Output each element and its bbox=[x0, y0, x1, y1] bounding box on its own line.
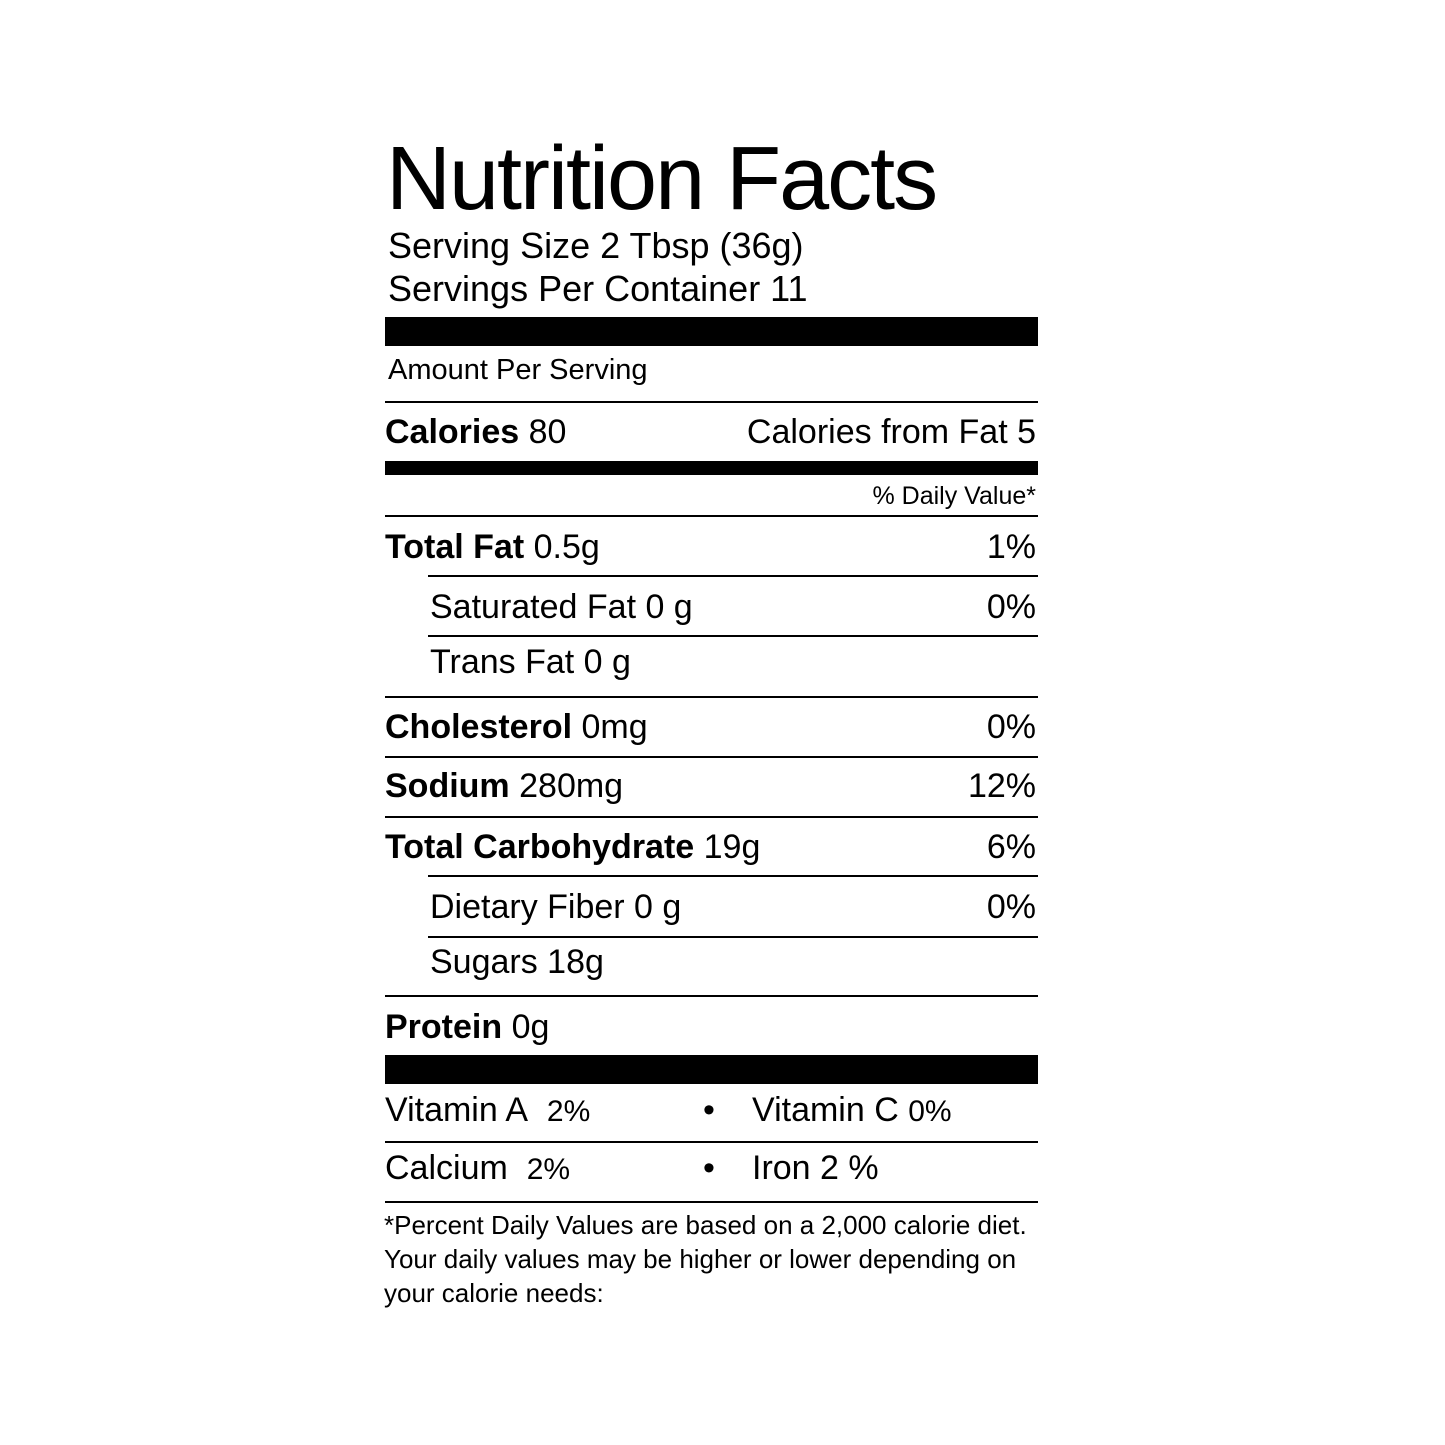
calories: Calories 80 bbox=[385, 415, 566, 449]
sodium-dv: 12% bbox=[967, 767, 1036, 805]
total-carbohydrate: Total Carbohydrate 19g bbox=[385, 830, 760, 864]
thick-divider bbox=[385, 1055, 1038, 1084]
divider bbox=[385, 401, 1038, 403]
servings-per-container: Servings Per Container 11 bbox=[388, 268, 808, 309]
nutrient-label: Total Fat bbox=[385, 528, 525, 566]
divider bbox=[385, 1141, 1038, 1143]
vitamin-c: Vitamin C 0% bbox=[752, 1093, 952, 1127]
medium-divider bbox=[385, 461, 1038, 475]
divider bbox=[385, 696, 1038, 698]
saturated-fat-dv: 0% bbox=[986, 588, 1036, 626]
calories-label: Calories bbox=[385, 413, 520, 451]
nutrient-label: Protein bbox=[385, 1008, 503, 1046]
nutrient-label: Cholesterol bbox=[385, 708, 573, 746]
divider bbox=[428, 575, 1038, 577]
bullet-icon: • bbox=[703, 1149, 715, 1187]
nutrient-value: 19g bbox=[703, 828, 761, 866]
divider bbox=[428, 635, 1038, 637]
calories-value: 80 bbox=[528, 413, 567, 451]
dietary-fiber: Dietary Fiber 0 g bbox=[430, 888, 682, 926]
iron: Iron 2 % bbox=[752, 1149, 879, 1187]
saturated-fat: Saturated Fat 0 g bbox=[430, 588, 693, 626]
sugars: Sugars 18g bbox=[430, 943, 604, 981]
vitamin-value: 2% bbox=[546, 1095, 591, 1128]
serving-size: Serving Size 2 Tbsp (36g) bbox=[388, 225, 804, 266]
vitamin-value: 0% bbox=[908, 1095, 952, 1128]
divider bbox=[385, 995, 1038, 997]
label-title: Nutrition Facts bbox=[386, 129, 938, 229]
nutrient-value: 0mg bbox=[581, 708, 648, 746]
thick-divider bbox=[385, 317, 1038, 346]
protein: Protein 0g bbox=[385, 1010, 549, 1044]
divider bbox=[385, 816, 1038, 818]
amount-per-serving: Amount Per Serving bbox=[388, 354, 648, 386]
vitamin-value: 2% bbox=[526, 1153, 571, 1186]
total-carbohydrate-dv: 6% bbox=[986, 828, 1036, 866]
cholesterol: Cholesterol 0mg bbox=[385, 710, 648, 744]
vitamin-a: Vitamin A 2% bbox=[385, 1093, 590, 1127]
calories-from-fat: Calories from Fat 5 bbox=[746, 413, 1036, 451]
dietary-fiber-dv: 0% bbox=[986, 888, 1036, 926]
total-fat-dv: 1% bbox=[986, 528, 1036, 566]
daily-value-header: % Daily Value* bbox=[872, 482, 1036, 510]
divider bbox=[385, 756, 1038, 758]
nutrient-label: Sodium bbox=[385, 767, 510, 805]
bullet-icon: • bbox=[703, 1091, 715, 1129]
nutrient-value: 0.5g bbox=[533, 528, 600, 566]
trans-fat: Trans Fat 0 g bbox=[430, 643, 631, 681]
vitamin-label: Vitamin A bbox=[385, 1091, 529, 1129]
nutrient-value: 0g bbox=[511, 1008, 550, 1046]
total-fat: Total Fat 0.5g bbox=[385, 530, 600, 564]
nutrient-value: 280mg bbox=[519, 767, 624, 805]
divider bbox=[385, 515, 1038, 517]
footnote: *Percent Daily Values are based on a 2,0… bbox=[384, 1210, 1027, 1308]
vitamin-label: Vitamin C bbox=[752, 1091, 899, 1129]
cholesterol-dv: 0% bbox=[986, 708, 1036, 746]
calcium: Calcium 2% bbox=[385, 1151, 570, 1185]
sodium: Sodium 280mg bbox=[385, 769, 623, 803]
vitamin-label: Calcium bbox=[385, 1149, 508, 1187]
divider bbox=[428, 936, 1038, 938]
divider bbox=[428, 875, 1038, 877]
divider bbox=[385, 1201, 1038, 1203]
nutrient-label: Total Carbohydrate bbox=[385, 828, 695, 866]
